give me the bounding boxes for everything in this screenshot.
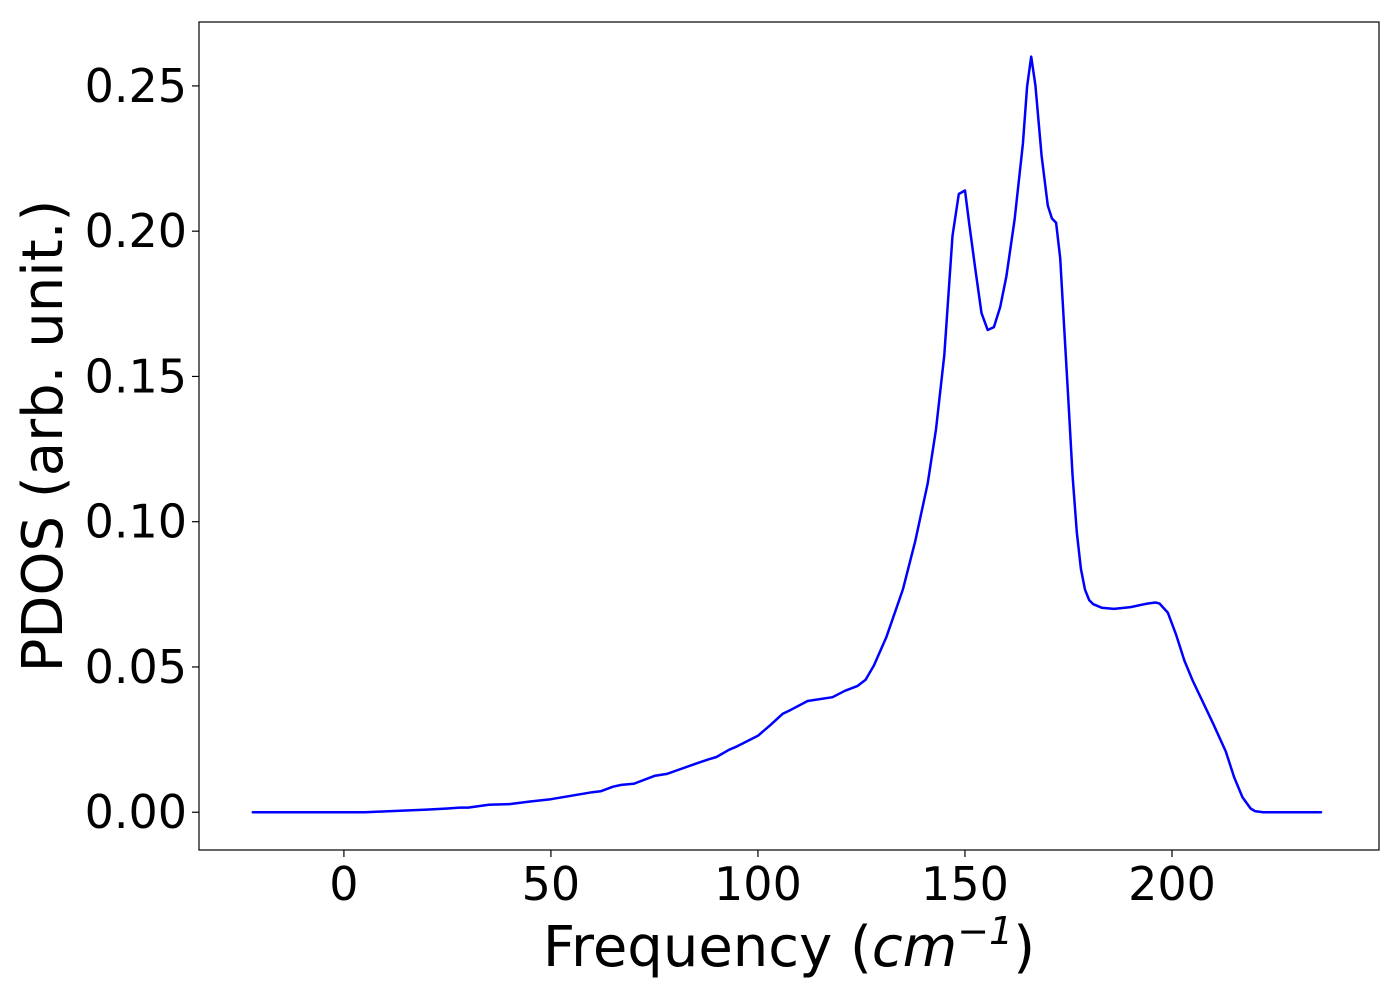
y-tick-label: 0.25 xyxy=(85,59,187,113)
x-axis-title: Frequency (cm−1) xyxy=(543,909,1035,980)
x-tick-label: 150 xyxy=(921,857,1009,911)
x-axis-ticks: 0 50 100 150 200 xyxy=(329,850,1216,911)
y-axis-ticks: 0.00 0.05 0.10 0.15 0.20 0.25 xyxy=(85,59,199,839)
pdos-line xyxy=(251,55,1323,814)
x-tick-label: 50 xyxy=(522,857,581,911)
y-tick-label: 0.00 xyxy=(85,785,187,839)
y-axis-title: PDOS (arb. unit.) xyxy=(11,200,76,673)
y-tick-label: 0.05 xyxy=(85,640,187,694)
x-tick-label: 200 xyxy=(1128,857,1216,911)
x-tick-label: 100 xyxy=(714,857,802,911)
plot-area xyxy=(198,21,1380,851)
x-tick-label: 0 xyxy=(329,857,358,911)
y-tick-label: 0.15 xyxy=(85,349,187,403)
y-tick-label: 0.20 xyxy=(85,204,187,258)
y-tick-label: 0.10 xyxy=(85,495,187,549)
